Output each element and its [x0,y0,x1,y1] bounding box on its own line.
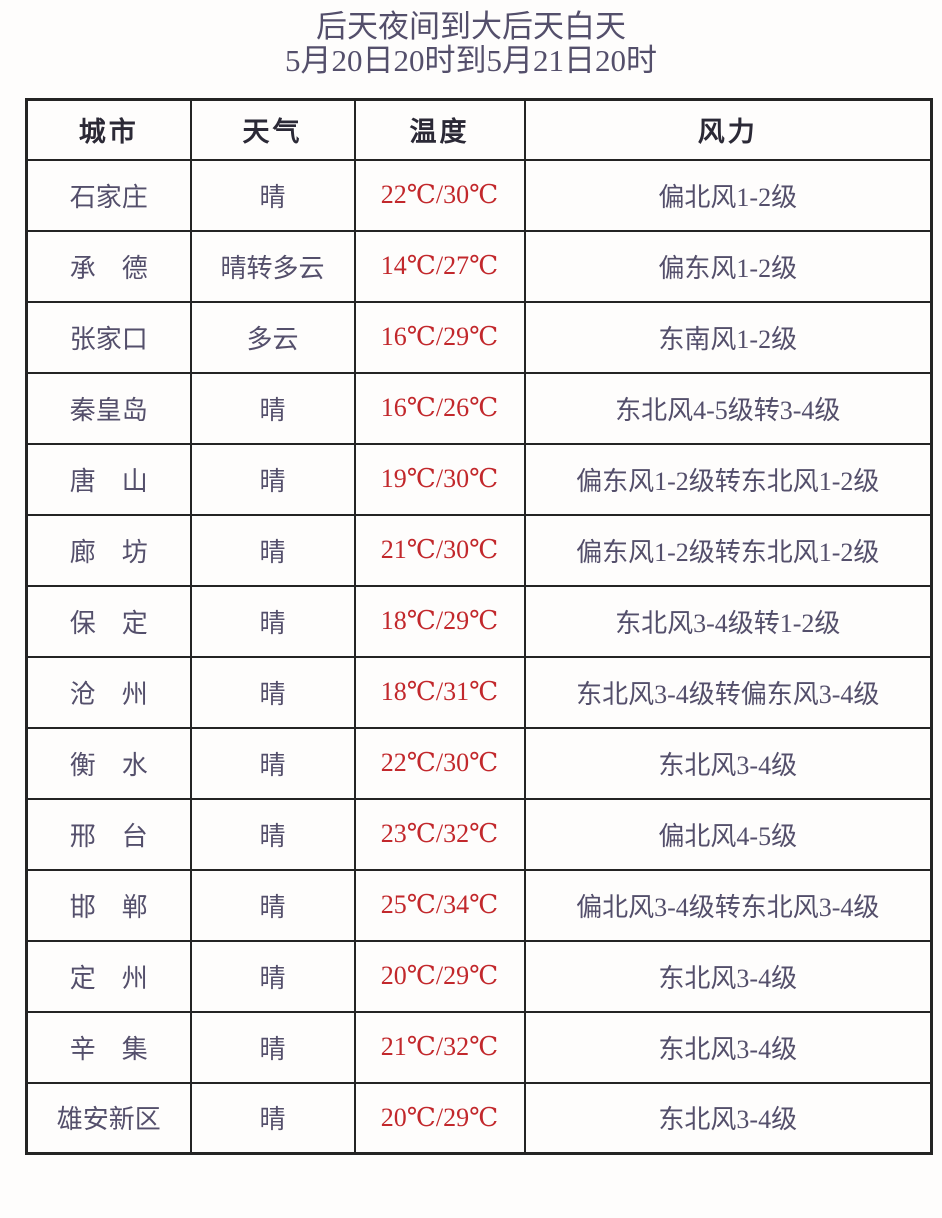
weather-cell: 晴 [189,513,356,587]
weather-cell: 晴 [189,1010,356,1084]
city-cell: 张家口 [25,300,192,374]
city-cell: 邯 郸 [25,868,192,942]
city-cell: 保 定 [25,584,192,658]
wind-cell: 东南风1-2级 [523,300,933,374]
table-row: 衡 水晴 22℃/30℃ 东北风3-4级 [25,726,933,800]
table-row: 张家口 多云 16℃/29℃ 东南风1-2级 [25,300,933,374]
temperature-cell: 14℃/27℃ [353,229,526,303]
weather-cell: 晴 [189,868,356,942]
table-row: 雄安新区晴 20℃/29℃ 东北风3-4级 [25,1081,933,1155]
weather-cell: 晴 [189,726,356,800]
temperature-cell: 16℃/29℃ [353,300,526,374]
title-line-datetime: 5月20日20时到5月21日20时 [285,43,657,78]
temperature-cell: 16℃/26℃ [353,371,526,445]
wind-cell: 偏东风1-2级转东北风1-2级 [523,513,933,587]
weather-cell: 晴 [189,442,356,516]
wind-cell: 东北风3-4级 [523,1081,933,1155]
table-row: 邯 郸晴 25℃/34℃ 偏北风3-4级转东北风3-4级 [25,868,933,942]
city-cell: 廊 坊 [25,513,192,587]
temperature-cell: 23℃/32℃ [353,797,526,871]
weather-cell: 晴 [189,158,356,232]
city-cell: 唐 山 [25,442,192,516]
city-cell: 石家庄 [25,158,192,232]
table-row: 廊 坊晴 21℃/30℃ 偏东风1-2级转东北风1-2级 [25,513,933,587]
city-cell: 衡 水 [25,726,192,800]
table-row: 唐 山晴 19℃/30℃ 偏东风1-2级转东北风1-2级 [25,442,933,516]
wind-cell: 东北风3-4级 [523,1010,933,1084]
table-row: 邢 台晴 23℃/32℃ 偏北风4-5级 [25,797,933,871]
wind-cell: 东北风3-4级 [523,939,933,1013]
header-temperature: 温度 [353,98,526,161]
temperature-cell: 20℃/29℃ [353,939,526,1013]
wind-cell: 偏北风3-4级转东北风3-4级 [523,868,933,942]
temperature-cell: 18℃/29℃ [353,584,526,658]
table-row: 定 州晴 20℃/29℃ 东北风3-4级 [25,939,933,1013]
weather-cell: 晴 [189,939,356,1013]
wind-cell: 东北风3-4级转1-2级 [523,584,933,658]
weather-forecast-table: 城市 天气 温度 风力 石家庄晴 22℃/30℃ 偏北风1-2级承 德晴转多云 14℃… [25,98,933,1155]
header-row: 城市 天气 温度 风力 [25,98,933,161]
weather-cell: 晴 [189,1081,356,1155]
city-cell: 雄安新区 [25,1081,192,1155]
temperature-cell: 18℃/31℃ [353,655,526,729]
table-row: 石家庄晴 22℃/30℃ 偏北风1-2级 [25,158,933,232]
city-cell: 邢 台 [25,797,192,871]
wind-cell: 东北风4-5级转3-4级 [523,371,933,445]
forecast-table-body: 石家庄晴 22℃/30℃ 偏北风1-2级承 德晴转多云 14℃/27℃ 偏东风1-2级张… [25,158,933,1155]
weather-cell: 晴 [189,371,356,445]
wind-cell: 偏东风1-2级 [523,229,933,303]
wind-cell: 偏东风1-2级转东北风1-2级 [523,442,933,516]
temperature-cell: 22℃/30℃ [353,726,526,800]
temperature-cell: 19℃/30℃ [353,442,526,516]
weather-cell: 晴 [189,584,356,658]
page-title: 后天夜间到大后天白天 5月20日20时到5月21日20时 [0,0,942,78]
temperature-cell: 21℃/30℃ [353,513,526,587]
temperature-cell: 25℃/34℃ [353,868,526,942]
temperature-cell: 22℃/30℃ [353,158,526,232]
table-row: 沧 州晴 18℃/31℃ 东北风3-4级转偏东风3-4级 [25,655,933,729]
table-row: 承 德晴转多云 14℃/27℃ 偏东风1-2级 [25,229,933,303]
table-row: 秦皇岛晴 16℃/26℃ 东北风4-5级转3-4级 [25,371,933,445]
header-weather: 天气 [189,98,356,161]
table-header: 城市 天气 温度 风力 [25,98,933,161]
wind-cell: 东北风3-4级 [523,726,933,800]
city-cell: 秦皇岛 [25,371,192,445]
weather-cell: 多云 [189,300,356,374]
city-cell: 承 德 [25,229,192,303]
table-row: 保 定晴 18℃/29℃ 东北风3-4级转1-2级 [25,584,933,658]
header-wind: 风力 [523,98,933,161]
wind-cell: 东北风3-4级转偏东风3-4级 [523,655,933,729]
city-cell: 定 州 [25,939,192,1013]
wind-cell: 偏北风4-5级 [523,797,933,871]
city-cell: 沧 州 [25,655,192,729]
weather-cell: 晴 [189,655,356,729]
temperature-cell: 21℃/32℃ [353,1010,526,1084]
title-line-period: 后天夜间到大后天白天 [316,9,626,44]
city-cell: 辛 集 [25,1010,192,1084]
header-city: 城市 [25,98,192,161]
weather-cell: 晴转多云 [189,229,356,303]
temperature-cell: 20℃/29℃ [353,1081,526,1155]
wind-cell: 偏北风1-2级 [523,158,933,232]
table-row: 辛 集晴 21℃/32℃ 东北风3-4级 [25,1010,933,1084]
weather-cell: 晴 [189,797,356,871]
